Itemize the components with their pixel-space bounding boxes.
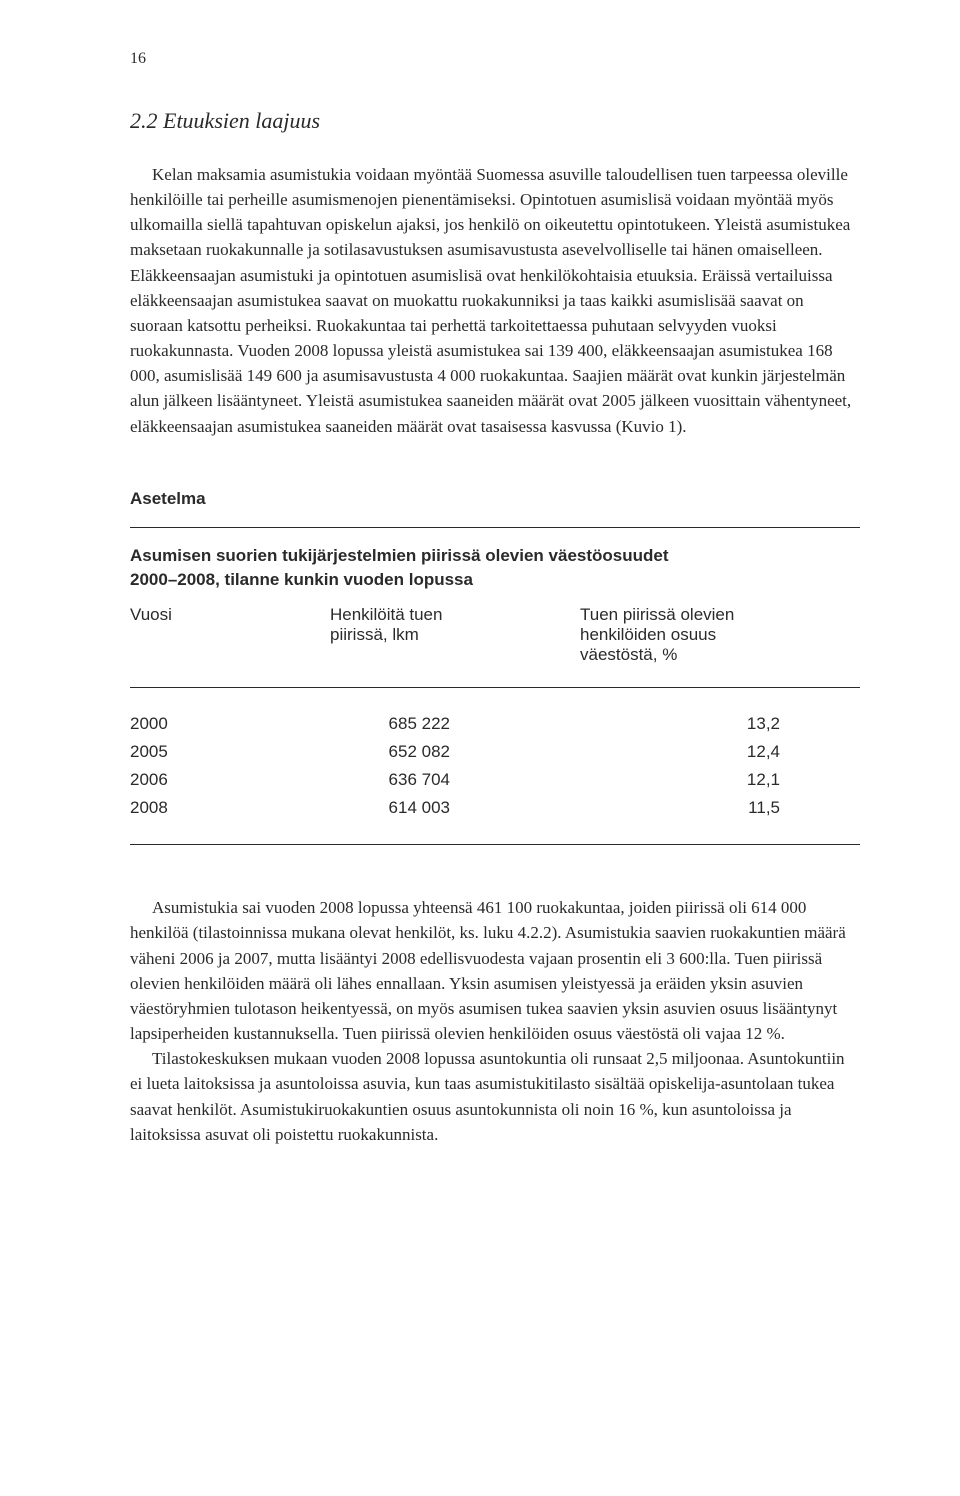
closing-text: Asumistukia sai vuoden 2008 lopussa yhte… — [130, 895, 860, 1147]
col2-l2: piirissä, lkm — [330, 625, 419, 644]
table-row: 2006 636 704 12,1 — [130, 766, 860, 794]
col-header-year: Vuosi — [130, 605, 330, 665]
page-number: 16 — [130, 50, 860, 68]
cell-count: 614 003 — [330, 798, 580, 818]
cell-pct: 13,2 — [580, 714, 860, 734]
cell-pct: 12,1 — [580, 770, 860, 790]
table-title-line2: 2000–2008, tilanne kunkin vuoden lopussa — [130, 570, 473, 589]
closing-paragraph-1: Asumistukia sai vuoden 2008 lopussa yhte… — [130, 895, 860, 1046]
cell-year: 2000 — [130, 714, 330, 734]
page: 16 2.2 Etuuksien laajuus Kelan maksamia … — [0, 0, 960, 1207]
cell-count: 685 222 — [330, 714, 580, 734]
col-header-count: Henkilöitä tuen piirissä, lkm — [330, 605, 580, 665]
table-row: 2008 614 003 11,5 — [130, 794, 860, 822]
col3-l1: Tuen piirissä olevien — [580, 605, 734, 624]
asetelma-label: Asetelma — [130, 489, 860, 509]
closing-paragraph-2: Tilastokeskuksen mukaan vuoden 2008 lopu… — [130, 1046, 860, 1147]
cell-year: 2005 — [130, 742, 330, 762]
table-header-row: Vuosi Henkilöitä tuen piirissä, lkm Tuen… — [130, 597, 860, 687]
cell-year: 2008 — [130, 798, 330, 818]
col-header-pct: Tuen piirissä olevien henkilöiden osuus … — [580, 605, 860, 665]
body-paragraph: Kelan maksamia asumistukia voidaan myönt… — [130, 162, 860, 439]
col3-l2: henkilöiden osuus — [580, 625, 716, 644]
table-bottom-rule — [130, 844, 860, 845]
col2-l1: Henkilöitä tuen — [330, 605, 442, 624]
cell-pct: 11,5 — [580, 798, 860, 818]
table-row: 2000 685 222 13,2 — [130, 710, 860, 738]
table-row: 2005 652 082 12,4 — [130, 738, 860, 766]
section-heading: 2.2 Etuuksien laajuus — [130, 108, 860, 134]
table-title: Asumisen suorien tukijärjestelmien piiri… — [130, 528, 860, 598]
cell-count: 652 082 — [330, 742, 580, 762]
cell-count: 636 704 — [330, 770, 580, 790]
table-body: 2000 685 222 13,2 2005 652 082 12,4 2006… — [130, 688, 860, 844]
col3-l3: väestöstä, % — [580, 645, 677, 664]
cell-pct: 12,4 — [580, 742, 860, 762]
table-title-line1: Asumisen suorien tukijärjestelmien piiri… — [130, 546, 669, 565]
cell-year: 2006 — [130, 770, 330, 790]
